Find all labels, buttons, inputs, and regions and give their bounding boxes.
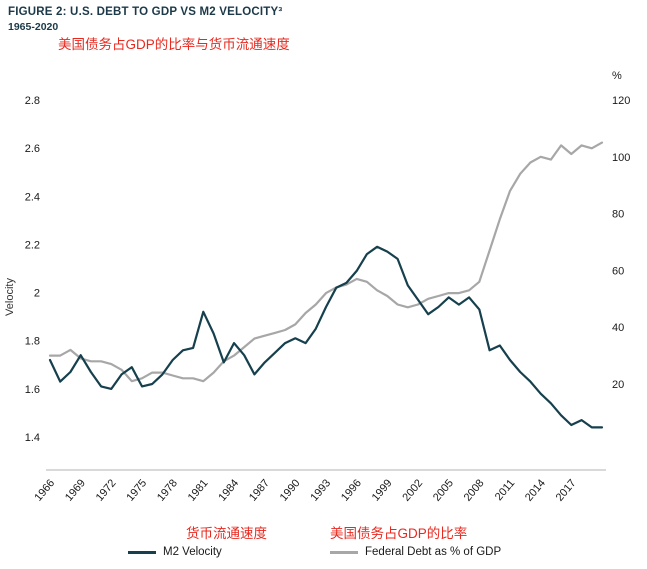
x-axis-tick-label: 2002 — [400, 477, 425, 503]
legend-label-chinese-debt: 美国债务占GDP的比率 — [330, 526, 468, 541]
x-axis-tick-label: 1981 — [186, 477, 211, 503]
figure-date-range: 1965-2020 — [8, 21, 59, 33]
debt-legend-label: Federal Debt as % of GDP — [365, 546, 502, 558]
left-axis-tick-label: 1.8 — [25, 336, 40, 348]
right-axis-tick-label: 120 — [612, 95, 630, 107]
x-axis-tick-label: 1966 — [32, 477, 57, 503]
federal-debt-line — [48, 141, 604, 383]
left-axis-tick-label: 2 — [34, 288, 40, 300]
right-axis-tick-label: 40 — [612, 322, 624, 334]
left-axis-tick-label: 1.4 — [25, 432, 40, 444]
x-axis-tick-label: 2008 — [462, 477, 487, 503]
x-axis-tick-label: 1990 — [278, 477, 303, 503]
x-axis-tick-label: 2005 — [431, 477, 456, 503]
x-axis-tick-label: 1975 — [124, 477, 149, 503]
right-axis-tick-label: 60 — [612, 265, 624, 277]
left-axis-title: Velocity — [4, 278, 16, 316]
left-axis-tick-label: 2.6 — [25, 143, 40, 155]
right-axis-tick-label: 20 — [612, 379, 624, 391]
m2-velocity-line — [48, 245, 604, 429]
x-axis-tick-label: 1972 — [94, 477, 119, 503]
x-axis-tick-label: 1987 — [247, 477, 272, 503]
x-axis-tick-label: 1999 — [370, 477, 395, 503]
x-axis-tick-label: 1978 — [155, 477, 180, 503]
left-axis-tick-label: 2.2 — [25, 239, 40, 251]
legend-item-debt: Federal Debt as % of GDP — [330, 546, 501, 558]
left-axis-tick-label: 2.4 — [25, 191, 40, 203]
left-axis-tick-label: 1.6 — [25, 384, 40, 396]
x-axis-tick-label: 2011 — [493, 477, 517, 503]
legend-item-m2: M2 Velocity — [128, 546, 222, 558]
x-axis-tick-label: 2017 — [554, 477, 579, 503]
x-axis-tick-label: 1984 — [216, 477, 241, 503]
left-axis-tick-label: 2.8 — [25, 95, 40, 107]
debt-legend-swatch — [330, 550, 358, 554]
figure-title: FIGURE 2: U.S. DEBT TO GDP VS M2 VELOCIT… — [8, 6, 283, 18]
figure-title-chinese: 美国债务占GDP的比率与货币流通速度 — [58, 37, 290, 52]
m2-legend-swatch — [128, 550, 156, 554]
legend-label-chinese-m2: 货币流通速度 — [186, 526, 267, 541]
right-axis-tick-label: 100 — [612, 152, 630, 164]
x-axis-tick-label: 1969 — [63, 477, 88, 503]
x-axis-tick-label: 2014 — [523, 477, 548, 503]
m2-legend-label: M2 Velocity — [163, 546, 222, 558]
x-axis-tick-label: 1993 — [308, 477, 333, 503]
right-axis-tick-label: 80 — [612, 209, 624, 221]
right-axis-unit-label: % — [612, 70, 622, 82]
x-axis-tick-label: 1996 — [339, 477, 364, 503]
